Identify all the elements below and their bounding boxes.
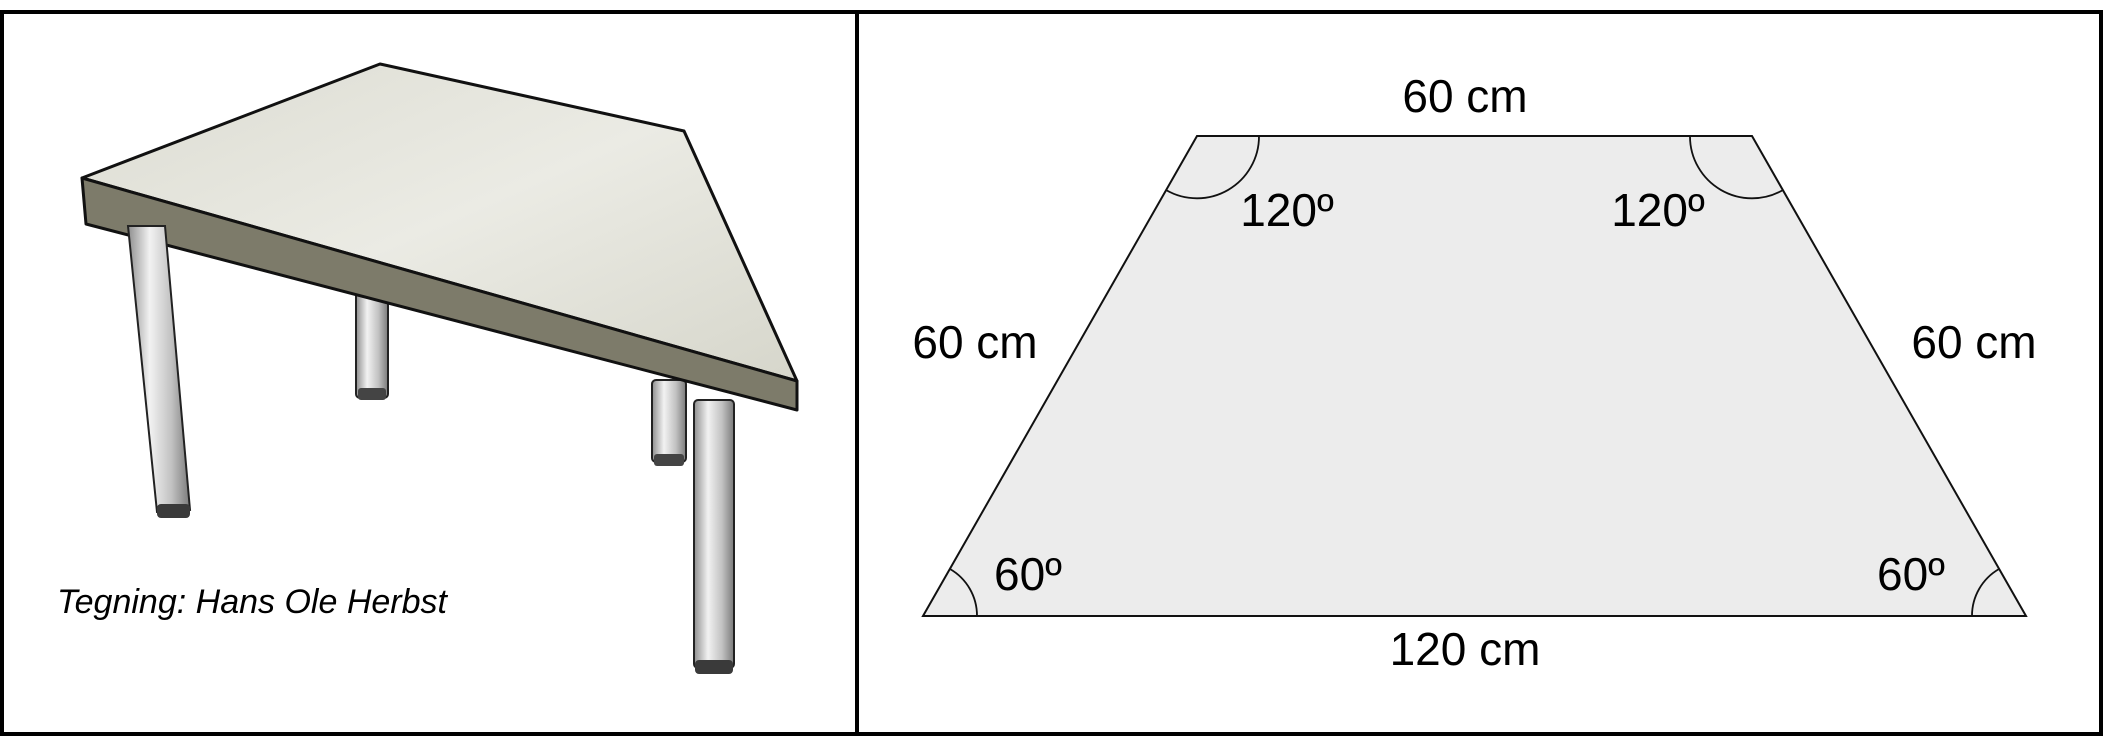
table-leg-foot bbox=[358, 388, 386, 400]
angle-label-top-left: 120º bbox=[1240, 184, 1334, 236]
left-side-label: 60 cm bbox=[912, 316, 1037, 368]
angle-arc-top-left bbox=[1165, 135, 1260, 200]
table-leg-foot bbox=[157, 504, 190, 518]
table-leg-front-left bbox=[126, 225, 192, 514]
trapezoid-diagram: 60 cm 120 cm 60 cm 60 cm 120º 120º 60º 6… bbox=[912, 70, 2036, 675]
top-side-label: 60 cm bbox=[1402, 70, 1527, 122]
angle-arc-bottom-right bbox=[1971, 568, 2000, 617]
tabletop-front-edge bbox=[80, 176, 799, 412]
bottom-side-label: 120 cm bbox=[1390, 623, 1541, 675]
table-leg-back-left bbox=[355, 287, 389, 399]
trapezoid-shape bbox=[921, 135, 2028, 617]
angle-label-top-right: 120º bbox=[1611, 184, 1705, 236]
drawing-credit: Tegning: Hans Ole Herbst bbox=[57, 583, 449, 621]
table-illustration bbox=[80, 62, 799, 674]
angle-label-bottom-left: 60º bbox=[994, 548, 1062, 600]
right-side-label: 60 cm bbox=[1911, 316, 2036, 368]
table-leg-front-right bbox=[693, 399, 735, 669]
table-leg-foot bbox=[695, 660, 733, 674]
angle-arc-top-right bbox=[1689, 135, 1784, 200]
table-leg-back-right bbox=[651, 379, 687, 463]
angle-label-bottom-right: 60º bbox=[1877, 548, 1945, 600]
outer-border bbox=[0, 10, 2103, 736]
angle-arc-bottom-left bbox=[949, 568, 978, 617]
table-leg-foot bbox=[654, 454, 684, 466]
